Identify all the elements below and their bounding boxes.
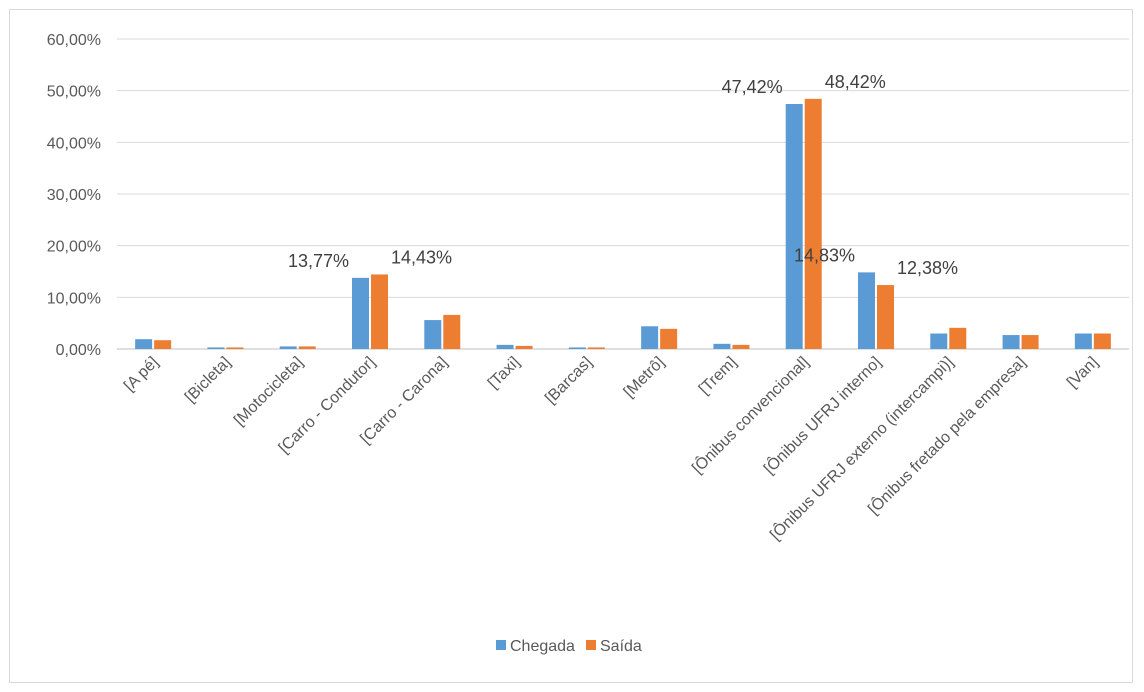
y-tick-label: 60,00%	[47, 32, 101, 49]
bar-chegada	[568, 347, 586, 349]
bar-chegada	[785, 103, 803, 349]
data-label-saida: 14,43%	[391, 247, 452, 267]
chart-frame: 0,00% 10,00% 20,00% 30,00% 40,00% 50,00% 60,00…	[9, 9, 1133, 683]
gridlines	[117, 38, 1129, 350]
y-axis-ticks: 0,00% 10,00% 20,00% 30,00% 40,00% 50,00% 60,00…	[47, 32, 101, 359]
y-tick-label: 10,00%	[47, 290, 101, 307]
bar-chegada	[1002, 335, 1020, 349]
bar-saida	[226, 347, 244, 349]
x-category-label: [Metrô]	[621, 354, 668, 401]
bar-chart: 0,00% 10,00% 20,00% 30,00% 40,00% 50,00% 60,00…	[47, 32, 1129, 655]
bar-chegada	[135, 339, 153, 349]
data-label-chegada: 13,77%	[288, 251, 349, 271]
legend: Chegada Saída	[496, 638, 642, 655]
bar-saida	[660, 328, 678, 349]
bars	[135, 98, 1111, 349]
bar-saida	[949, 327, 967, 349]
data-label-chegada: 47,42%	[722, 77, 783, 97]
x-category-label: [Ônibus UFRJ interno]	[759, 352, 884, 477]
bar-saida	[515, 345, 533, 349]
legend-label-chegada: Chegada	[510, 638, 575, 655]
data-label-chegada: 14,83%	[794, 245, 855, 265]
x-category-label: [Ônibus convencional]	[688, 352, 813, 477]
bar-chegada	[207, 347, 225, 349]
bar-chegada	[1074, 333, 1092, 349]
bar-saida	[732, 344, 750, 349]
bar-saida	[1021, 335, 1039, 349]
bar-chegada	[424, 320, 442, 349]
bar-saida	[877, 285, 894, 349]
legend-swatch-saida	[586, 640, 596, 650]
y-tick-label: 0,00%	[56, 342, 101, 359]
y-tick-label: 20,00%	[47, 239, 101, 256]
x-axis-categories: [A pé] [Bicleta][Motocicleta][Carro - Con…	[121, 352, 1102, 543]
bar-saida	[443, 314, 461, 349]
bar-saida	[154, 340, 172, 349]
x-category-label: [Van]	[1064, 354, 1102, 392]
data-label-saida: 48,42%	[825, 72, 886, 92]
x-category-label: [Trem]	[696, 354, 740, 398]
x-category-label: [Motocicleta]	[231, 354, 307, 430]
legend-swatch-chegada	[496, 640, 506, 650]
bar-chegada	[352, 277, 369, 349]
y-tick-label: 30,00%	[47, 187, 101, 204]
x-category-label: [Barcas]	[542, 354, 596, 408]
bar-saida	[371, 274, 388, 349]
data-label-saida: 12,38%	[897, 258, 958, 278]
bar-chegada	[930, 333, 948, 349]
x-category-label: [Ônibus fretado pela empresa]	[864, 352, 1030, 518]
bar-saida	[804, 98, 822, 349]
data-labels: 13,77% 47,42% 14,83% 14,43% 48,42% 12,38%	[288, 72, 958, 278]
bar-chegada	[641, 326, 659, 349]
bar-chegada	[279, 346, 297, 349]
bar-saida	[1093, 333, 1111, 349]
bar-saida	[298, 346, 316, 349]
x-category-label: [Bicleta]	[182, 354, 234, 406]
x-category-label: [Taxi]	[485, 354, 523, 392]
x-category-label: [A pé]	[121, 354, 162, 395]
y-tick-label: 50,00%	[47, 84, 101, 101]
bar-chegada	[858, 272, 875, 349]
bar-chegada	[713, 343, 731, 349]
bar-chegada	[496, 344, 514, 349]
y-tick-label: 40,00%	[47, 135, 101, 152]
bar-saida	[587, 347, 605, 349]
legend-label-saida: Saída	[600, 638, 642, 655]
